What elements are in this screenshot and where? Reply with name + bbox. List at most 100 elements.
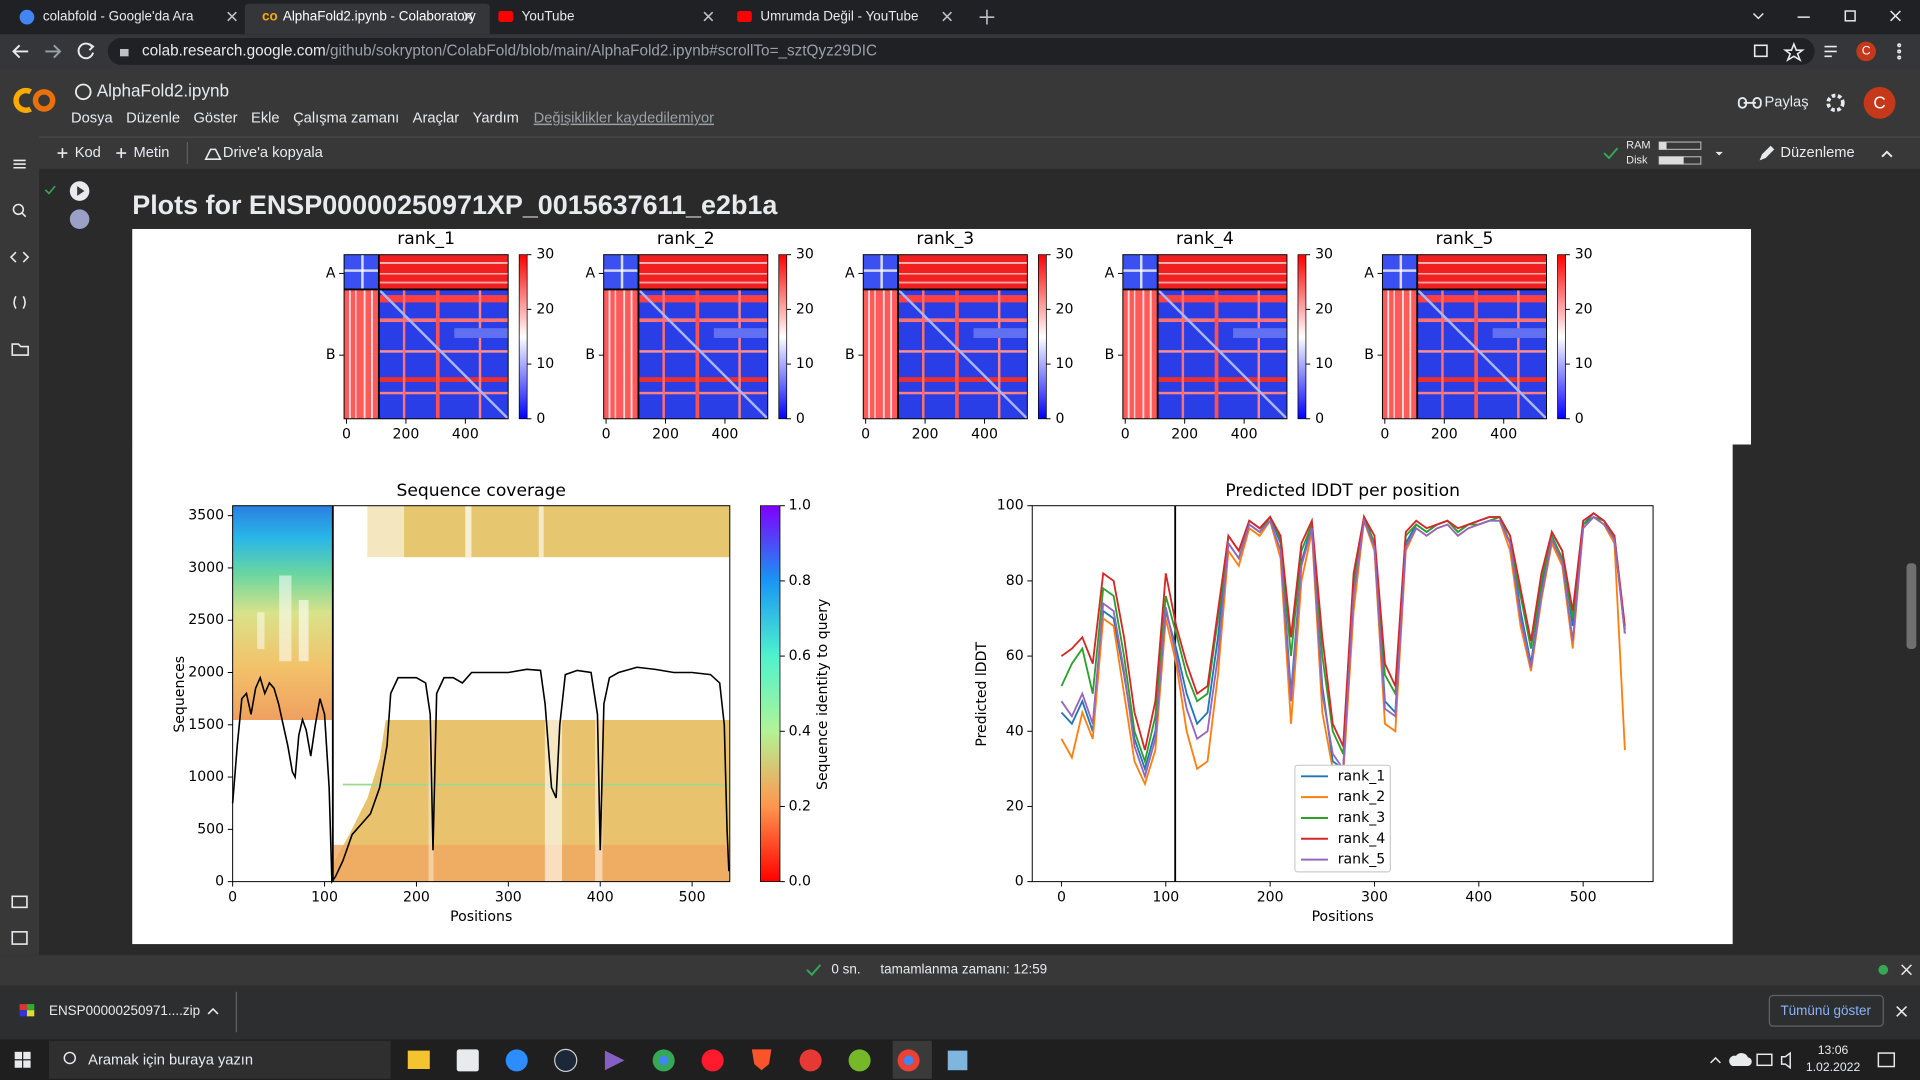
colorbar bbox=[760, 505, 781, 882]
active-tab[interactable] bbox=[244, 3, 490, 35]
editing-mode[interactable]: Düzenleme bbox=[1780, 145, 1854, 161]
add-code-button[interactable]: Kod bbox=[75, 145, 101, 161]
colorbar-tick-label: 10 bbox=[536, 356, 554, 372]
tab-title[interactable]: colabfold - Google'da Ara bbox=[43, 9, 194, 24]
x-tick-label: 400 bbox=[1465, 890, 1492, 906]
status-close[interactable] bbox=[1901, 964, 1912, 976]
taskbar-apps[interactable] bbox=[407, 1040, 968, 1079]
y-tick-label: B bbox=[585, 347, 595, 363]
profile-avatar[interactable] bbox=[1856, 41, 1876, 62]
colorbar-tick-label: 10 bbox=[1575, 356, 1593, 372]
ram-fill bbox=[1659, 142, 1667, 150]
x-tick-label: 100 bbox=[311, 890, 338, 906]
copy-to-drive-button[interactable]: Drive'a kopyala bbox=[223, 145, 324, 161]
x-tick-label: 0 bbox=[1057, 890, 1066, 906]
legend-box bbox=[1294, 764, 1392, 873]
nav-buttons[interactable] bbox=[12, 42, 95, 60]
clock-time: 13:06 bbox=[1818, 1043, 1849, 1057]
colorbar-tick-label: 20 bbox=[796, 301, 814, 317]
pae-frame bbox=[603, 254, 769, 420]
colorbar bbox=[518, 254, 528, 420]
pae-matrix bbox=[342, 253, 510, 421]
add-text-button[interactable]: Metin bbox=[133, 145, 169, 161]
resources-dropdown[interactable] bbox=[1715, 151, 1723, 156]
colorbar-tick-label: 0.4 bbox=[789, 723, 811, 739]
y-tick-label: A bbox=[845, 265, 855, 281]
omnibox[interactable] bbox=[107, 37, 1815, 65]
download-bar bbox=[0, 985, 1920, 1040]
unsaved-notice[interactable]: Değişiklikler kaydedilemiyor bbox=[534, 111, 714, 127]
colab-icon: co bbox=[262, 9, 278, 24]
download-menu[interactable] bbox=[207, 1007, 219, 1015]
github-icon bbox=[75, 83, 92, 101]
tab-title[interactable]: Umrumda Değil - YouTube bbox=[760, 9, 918, 24]
x-tick-label: 0 bbox=[1380, 427, 1389, 443]
browser-actions[interactable] bbox=[1753, 41, 1902, 62]
axes-frame bbox=[1031, 505, 1654, 883]
share-button[interactable]: Paylaş bbox=[1764, 95, 1808, 111]
show-all-button[interactable] bbox=[1768, 994, 1884, 1027]
menu-item[interactable]: Yardım bbox=[473, 111, 519, 127]
download-file[interactable]: ENSP00000250971....zip bbox=[49, 1003, 200, 1018]
clock-date: 1.02.2022 bbox=[1806, 1060, 1861, 1074]
x-tick-label: 500 bbox=[679, 890, 706, 906]
x-tick-label: 200 bbox=[403, 890, 430, 906]
colorbar-tick-label: 0 bbox=[1315, 411, 1324, 427]
colorbar-tick-label: 20 bbox=[1056, 301, 1074, 317]
zip-icon bbox=[19, 1004, 35, 1017]
tab-title[interactable]: AlphaFold2.ipynb - Colaboratory bbox=[283, 9, 476, 24]
y-tick-label: 2500 bbox=[188, 612, 224, 628]
settings-icon[interactable] bbox=[1826, 93, 1845, 113]
colorbar-tick-label: 30 bbox=[796, 247, 814, 263]
tab-close-icons[interactable] bbox=[227, 9, 995, 25]
notebook-title[interactable]: AlphaFold2.ipynb bbox=[97, 80, 229, 100]
menu-item[interactable]: Araçlar bbox=[413, 111, 460, 127]
x-tick-label: 400 bbox=[1490, 427, 1517, 443]
colorbar bbox=[1557, 254, 1566, 420]
search-icon bbox=[63, 1051, 77, 1065]
chart-title: Sequence coverage bbox=[397, 481, 566, 501]
menu-item[interactable]: Çalışma zamanı bbox=[293, 111, 399, 127]
url-text: colab.research.google.com/github/sokrypt… bbox=[142, 42, 877, 59]
colorbar-tick-label: 0.0 bbox=[789, 874, 811, 890]
colab-avatar[interactable] bbox=[1863, 86, 1896, 119]
tab-title[interactable]: YouTube bbox=[522, 9, 575, 24]
colorbar-tick-label: 0 bbox=[1056, 411, 1065, 427]
y-tick-label: 500 bbox=[197, 821, 224, 837]
sidebar-icons[interactable] bbox=[9, 159, 30, 945]
x-tick-label: 400 bbox=[452, 427, 479, 443]
legend-label: rank_2 bbox=[1338, 789, 1385, 805]
menu-item[interactable]: Göster bbox=[193, 111, 237, 127]
system-tray[interactable] bbox=[1710, 1051, 1896, 1070]
colorbar-tick-label: 0.8 bbox=[789, 573, 811, 589]
taskbar-search[interactable] bbox=[48, 1040, 391, 1079]
colorbar-tick-label: 30 bbox=[1056, 247, 1074, 263]
collapse-button[interactable] bbox=[1881, 150, 1893, 158]
download-bar-close[interactable] bbox=[1896, 1005, 1908, 1017]
pae-matrix bbox=[1381, 253, 1548, 421]
colorbar-tick-label: 0 bbox=[796, 411, 805, 427]
pae-title: rank_4 bbox=[1176, 229, 1234, 249]
colorbar-tick-label: 1.0 bbox=[789, 498, 811, 514]
colorbar-tick-label: 30 bbox=[536, 247, 554, 263]
y-axis-label: Sequences bbox=[172, 656, 188, 733]
x-tick-label: 100 bbox=[1152, 890, 1179, 906]
menu-item[interactable]: Düzenle bbox=[126, 111, 180, 127]
profile-initial: C bbox=[1862, 44, 1871, 58]
colorbar bbox=[1297, 254, 1307, 420]
youtube-icon bbox=[498, 11, 514, 23]
menu-item[interactable]: Ekle bbox=[251, 111, 280, 127]
window-controls[interactable] bbox=[1752, 10, 1901, 22]
menu-bar: Dosya Düzenle Göster Ekle Çalışma zamanı Araç… bbox=[71, 111, 714, 127]
menu-item[interactable]: Dosya bbox=[71, 111, 113, 127]
start-button[interactable] bbox=[14, 1051, 31, 1068]
x-tick-label: 500 bbox=[1570, 890, 1597, 906]
y-tick-label: 60 bbox=[1006, 648, 1024, 664]
pencil-icon bbox=[1759, 145, 1775, 161]
scrollbar-thumb[interactable] bbox=[1906, 563, 1917, 649]
y-tick-label: 0 bbox=[215, 874, 224, 890]
y-tick-label: B bbox=[1105, 347, 1115, 363]
x-tick-label: 400 bbox=[587, 890, 614, 906]
drive-icon bbox=[204, 148, 222, 160]
